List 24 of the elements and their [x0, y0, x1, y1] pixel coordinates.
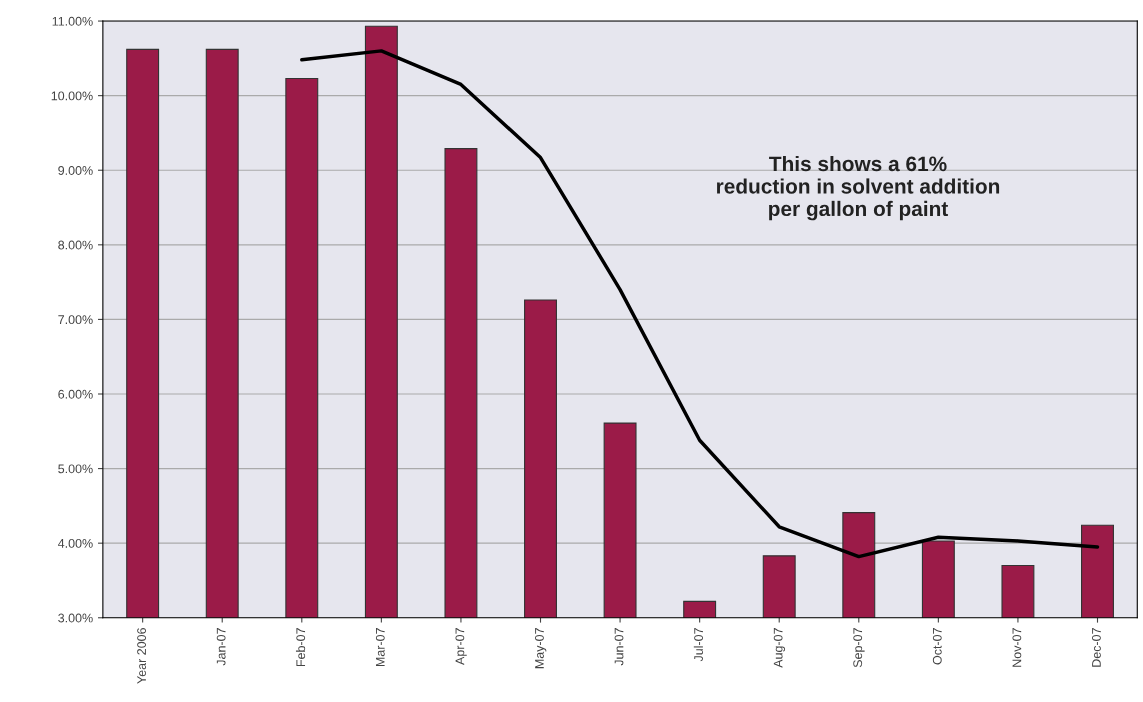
- x-tick-label: Jan-07: [216, 628, 226, 666]
- x-tick-label: Aug-07: [773, 628, 786, 668]
- y-tick-label: 11.00%: [52, 16, 93, 26]
- line-series: [300, 49, 1100, 559]
- y-tick-label: 10.00%: [51, 91, 93, 101]
- x-tick-label: Jul-07: [693, 628, 703, 662]
- x-tick-label: Dec-07: [1092, 628, 1101, 667]
- y-tick-label: 3.00%: [58, 613, 93, 623]
- x-tick-label: May-07: [535, 628, 547, 669]
- y-tick-label: 4.00%: [57, 538, 93, 548]
- y-tick-label: 6.00%: [58, 389, 93, 399]
- y-tick-label: 9.00%: [58, 166, 93, 175]
- x-tick-label: Feb-07: [295, 628, 306, 667]
- x-tick-label: Apr-07: [455, 628, 467, 665]
- x-tick-label: Mar-07: [375, 628, 385, 667]
- y-tick-label: 5.00%: [58, 464, 93, 474]
- annotation: This shows a 61% reduction in solvent addition per gallon of paint: [717, 155, 1000, 221]
- y-tick-label: 8.00%: [58, 240, 93, 250]
- x-tick-label: Nov-07: [1012, 628, 1022, 667]
- x-tick-label: Sep-07: [853, 628, 865, 668]
- x-tick-label: Oct-07: [932, 628, 942, 665]
- x-tick-label: Year 2006: [137, 628, 147, 684]
- y-tick-label: 7.00%: [58, 315, 93, 325]
- x-tick-label: Jun-07: [614, 628, 624, 666]
